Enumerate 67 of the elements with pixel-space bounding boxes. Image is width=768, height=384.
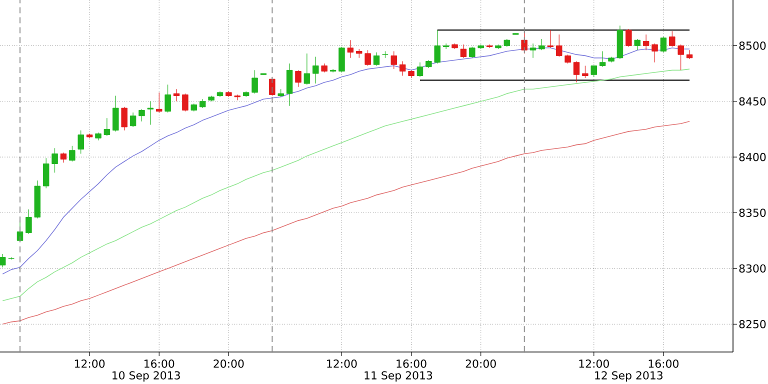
candlestick [390, 50, 398, 70]
candlestick [590, 65, 598, 78]
text: 10 Sep 2013 [112, 371, 180, 382]
candlestick [416, 62, 424, 78]
candlestick [286, 63, 293, 106]
candlestick [582, 65, 588, 78]
candlestick [364, 50, 371, 66]
x-tick-label: 20:00 [466, 360, 496, 368]
candlestick [252, 70, 258, 94]
candlestick [130, 112, 136, 128]
y-tick-label: 8400 [739, 152, 766, 162]
candlestick [26, 209, 32, 234]
candlestick [182, 93, 188, 112]
candlestick [530, 43, 536, 58]
y-tick-label: 8450 [739, 97, 766, 106]
candlestick [173, 88, 180, 102]
candlestick [660, 36, 667, 53]
text: 12 Sep 2013 [595, 371, 662, 382]
candlestick [78, 130, 84, 154]
candlestick [634, 38, 640, 50]
candlestick [573, 60, 580, 83]
candlestick [373, 52, 380, 66]
candlestick [0, 254, 6, 268]
candlestick [121, 106, 128, 131]
y-tick-label: 8500 [739, 42, 766, 50]
candlestick [295, 70, 302, 88]
x-tick-label: 20:00 [214, 360, 244, 368]
candlestick [642, 34, 650, 50]
candlestick [486, 44, 493, 48]
candlestick [112, 95, 119, 132]
candlestick [60, 152, 67, 163]
candlestick [304, 53, 310, 85]
candlestick [460, 44, 467, 58]
candlestick [399, 60, 406, 76]
x-tick-label: 16:00 [396, 360, 426, 368]
text: 11 Sep 2013 [364, 371, 432, 382]
candlestick [442, 43, 450, 50]
candlestick [599, 50, 606, 68]
candlestick [69, 146, 76, 162]
candlestick [469, 46, 476, 58]
candlestick [626, 28, 632, 48]
candlestick [164, 84, 171, 113]
candlestick [547, 30, 554, 48]
y-tick-label: 8300 [739, 264, 766, 273]
x-tick-label: 16:00 [648, 360, 678, 368]
x-tick-label: 16:00 [144, 360, 174, 368]
candlestick [312, 56, 319, 84]
y-tick-label: 8350 [739, 208, 766, 217]
candlestick [338, 46, 345, 73]
y-tick-label: 8250 [739, 320, 766, 328]
candlestick [434, 30, 440, 64]
candlestick [652, 43, 658, 63]
x-tick-label: 12:00 [327, 360, 357, 368]
candlestick [104, 118, 110, 136]
candlestick [52, 148, 58, 173]
candlestick [556, 34, 562, 58]
candlestick [138, 108, 145, 122]
candlestick [678, 44, 684, 70]
x-tick-label: 12:00 [74, 360, 105, 368]
candlestick [330, 68, 336, 73]
x-tick-label: 12:00 [579, 360, 609, 368]
candlestick [156, 92, 162, 113]
candlestick [669, 30, 676, 48]
candlestick [347, 40, 354, 58]
candlestick [147, 101, 154, 126]
candlestick [42, 158, 50, 189]
candlestick [538, 38, 545, 50]
